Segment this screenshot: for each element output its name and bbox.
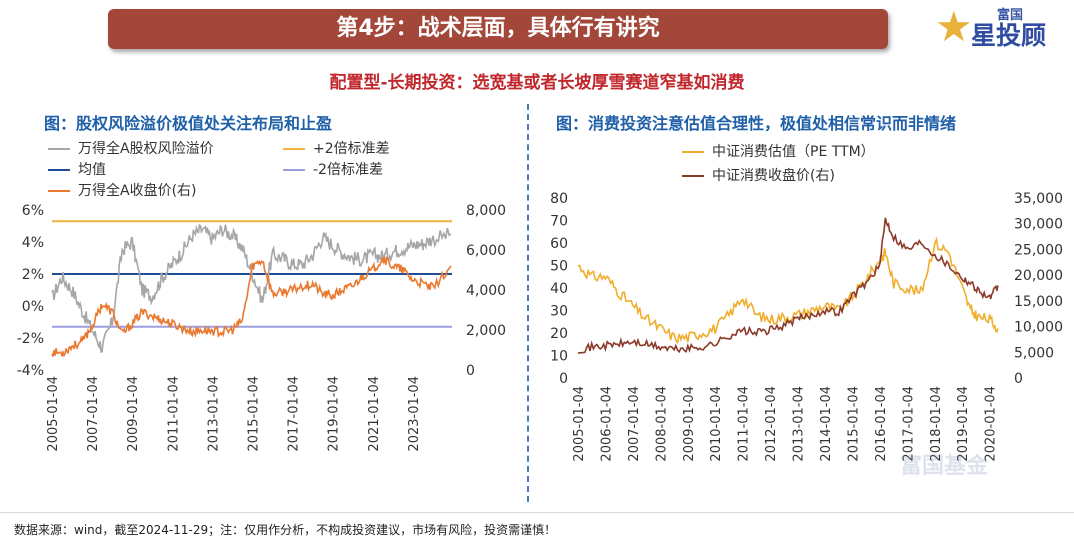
y-right-tick-label: 35,000 [1014,191,1063,207]
x-tick-label: 2012-01-04 [764,386,779,462]
x-tick-label: 2007-01-04 [86,376,101,452]
right-chart-title: 图：消费投资注意估值合理性，极值处相信常识而非情绪 [556,114,957,133]
legend-swatch [283,169,305,171]
x-tick-label: 2011-01-04 [737,386,752,462]
x-tick-label: 2014-01-04 [819,386,834,462]
x-tick-label: 2010-01-04 [709,386,724,462]
x-tick-label: 2021-01-04 [367,376,382,452]
legend-item-plus2sd: +2倍标准差 [283,138,390,158]
y-left-tick-label: 60 [550,236,568,252]
legend-item-mean: 均值 [48,159,106,179]
pe-series-line [577,236,999,345]
erp-chart: 6% 4% 2% 0% -2% -4% 8,000 6,000 4,000 2,000 0 2005-… [17,203,506,452]
x-tick-label: 2015-01-04 [846,386,861,462]
y-right-tick-label: 25,000 [1014,242,1063,258]
y-left-tick-label: 6% [22,203,44,219]
x-tick-label: 2015-01-04 [247,376,262,452]
legend-item-erp: 万得全A股权风险溢价 [48,138,214,158]
legend-swatch [283,148,305,150]
x-tick-label: 2007-01-04 [627,386,642,462]
panel-divider [527,104,529,502]
y-left-tick-label: 2% [22,267,44,283]
x-tick-label: 2023-01-04 [407,376,422,452]
y-right-tick-label: 30,000 [1014,217,1063,233]
y-left-tick-label: 20 [550,326,568,342]
y-right-tick-label: 10,000 [1014,320,1063,336]
x-tick-label: 2011-01-04 [166,376,181,452]
legend-swatch [682,151,704,153]
y-left-tick-label: 70 [550,214,568,230]
x-tick-label: 2006-01-04 [599,386,614,462]
header-banner: 第4步：战术层面，具体行有讲究 [108,9,888,49]
x-tick-label: 2018-01-04 [929,386,944,462]
y-left-tick-label: 40 [550,281,568,297]
legend-item-pe: 中证消费估值（PE TTM） [682,141,875,161]
close-series-line [51,256,452,358]
y-left-tick-label: 50 [550,259,568,275]
x-tick-label: 2017-01-04 [287,376,302,452]
legend-swatch [48,148,70,150]
footer-note: 数据来源：wind，截至2024-11-29；注：仅用作分析，不构成投资建议，市… [14,523,557,537]
legend-swatch [682,175,704,177]
x-tick-label: 2008-01-04 [654,386,669,462]
y-left-tick-label: 10 [550,349,568,365]
y-right-tick-label: 4,000 [466,283,506,299]
x-tick-label: 2013-01-04 [206,376,221,452]
erp-series-line [51,223,452,353]
y-left-tick-label: 4% [22,235,44,251]
left-chart-title: 图：股权风险溢价极值处关注布局和止盈 [44,114,333,133]
x-tick-label: 2005-01-04 [572,386,587,462]
y-left-tick-label: 30 [550,304,568,320]
logo-main-text: 星投顾 [971,21,1047,50]
y-right-tick-label: 6,000 [466,243,506,259]
y-left-tick-label: -2% [17,331,44,347]
y-right-tick-label: 15,000 [1014,294,1063,310]
star-icon: ★ [935,2,973,51]
legend-item-consumer-close: 中证消费收盘价(右) [682,165,835,185]
x-tick-label: 2016-01-04 [874,386,889,462]
legend-swatch [48,190,70,192]
consumer-chart: 80 70 60 50 40 30 20 10 0 35,000 30,000 25,000 20,00… [550,191,1063,462]
y-left-tick-label: 80 [550,191,568,207]
footer-divider [0,512,1074,513]
legend-swatch [48,169,70,171]
y-right-tick-label: 5,000 [1014,345,1054,361]
y-right-tick-label: 20,000 [1014,268,1063,284]
legend-item-close: 万得全A收盘价(右) [48,180,197,200]
x-tick-label: 2017-01-04 [901,386,916,462]
x-tick-label: 2005-01-04 [46,376,61,452]
x-tick-label: 2009-01-04 [126,376,141,452]
x-tick-label: 2009-01-04 [682,386,697,462]
page-subtitle: 配置型-长期投资：选宽基或者长坡厚雪赛道窄基如消费 [329,73,745,93]
x-tick-label: 2019-01-04 [327,376,342,452]
brand-logo: ★ 富国 星投顾 [935,4,1060,52]
logo-small-text: 富国 [997,8,1024,23]
y-right-tick-label: 8,000 [466,203,506,219]
y-right-tick-label: 0 [466,363,475,379]
page-title: 第4步：战术层面，具体行有讲究 [336,16,660,41]
y-left-tick-label: 0 [559,371,568,387]
y-right-tick-label: 2,000 [466,323,506,339]
watermark-text: 富国基金 [900,454,989,479]
x-tick-label: 2019-01-04 [956,386,971,462]
y-left-tick-label: -4% [17,363,44,379]
y-right-tick-label: 0 [1014,371,1023,387]
x-tick-label: 2020-01-04 [984,386,999,462]
x-tick-label: 2013-01-04 [792,386,807,462]
y-left-tick-label: 0% [22,299,44,315]
legend-item-minus2sd: -2倍标准差 [283,159,383,179]
consumer-close-series-line [577,217,999,354]
